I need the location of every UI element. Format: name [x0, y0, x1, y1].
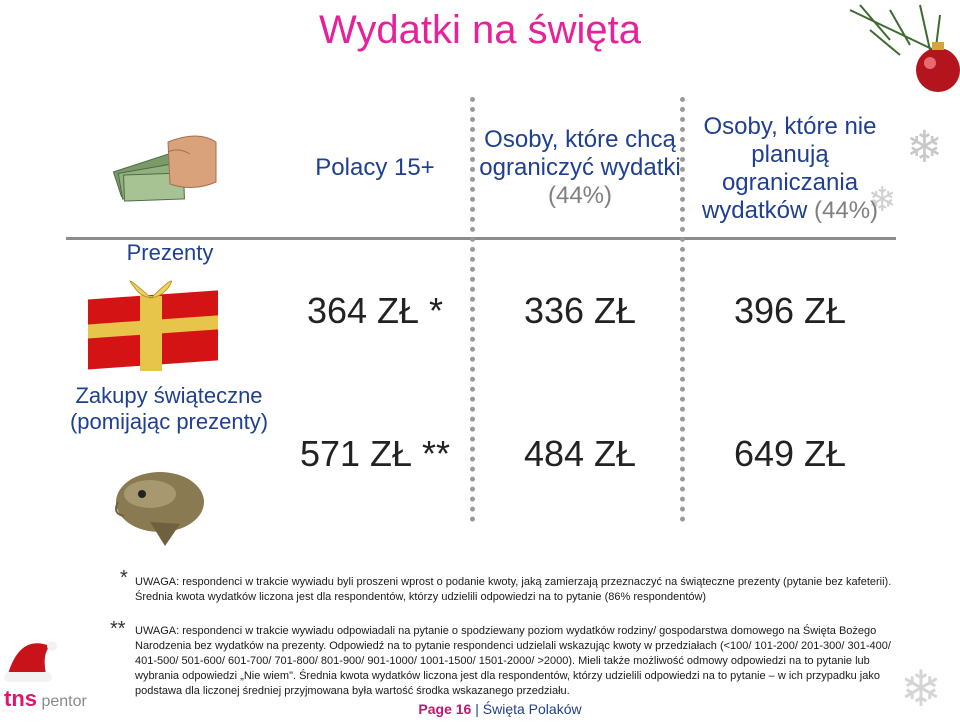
footer-separator: | — [475, 701, 479, 717]
page-title: Wydatki na święta — [319, 8, 641, 52]
footer-page-label: Page — [418, 701, 452, 717]
row-label-gifts: Prezenty — [126, 240, 214, 265]
snowflake-icon: ❄ — [900, 661, 942, 717]
logo-brand: tns — [4, 686, 37, 711]
value-gifts-limit: 336 ZŁ — [523, 290, 637, 331]
santa-hat-icon — [4, 641, 57, 682]
note-marker-1: * — [120, 567, 128, 589]
column-header-no-limit: Osoby, które nie planują ograniczania wy… — [690, 113, 890, 225]
footer-page-number: 16 — [455, 701, 472, 717]
column-header-limit: Osoby, które chcą ograniczyć wydatki (44… — [470, 126, 690, 210]
footer-section: Święta Polaków — [482, 701, 582, 717]
note-marker-2: ** — [110, 618, 126, 640]
note-2: UWAGA: respondenci w trakcie wywiadu odp… — [135, 625, 891, 697]
money-hand-icon — [112, 135, 217, 202]
column-divider-2 — [680, 97, 685, 522]
column-header-all: Polacy 15+ — [315, 154, 435, 181]
carp-fish-icon — [115, 472, 204, 546]
value-gifts-all: 364 ZŁ * — [306, 290, 444, 331]
logo: tns pentor — [4, 686, 87, 712]
footer: Page 16 | Święta Polaków — [0, 701, 960, 717]
column-header-no-limit-text: Osoby, które nie planują ograniczania wy… — [701, 113, 877, 224]
column-header-limit-pct: (44%) — [547, 182, 613, 209]
column-divider-1 — [470, 97, 475, 522]
value-shopping-all: 571 ZŁ ** — [299, 433, 451, 474]
column-header-no-limit-pct: (44%) — [814, 197, 879, 224]
gift-box-icon — [88, 280, 218, 371]
snowflake-icon: ❄ — [906, 123, 943, 172]
christmas-branch-icon — [849, 4, 960, 92]
value-shopping-limit: 484 ZŁ — [523, 433, 637, 474]
snowflake-icon: ❄ — [868, 181, 897, 219]
logo-sub: pentor — [41, 693, 87, 710]
value-gifts-no-limit: 396 ZŁ — [733, 290, 847, 331]
note-1: UWAGA: respondenci w trakcie wywiadu byl… — [135, 576, 892, 603]
row-label-christmas-shopping: Zakupy świąteczne (pomijając prezenty) — [69, 383, 269, 434]
value-shopping-no-limit: 649 ZŁ — [733, 433, 847, 474]
header-divider — [66, 237, 896, 240]
column-header-limit-text: Osoby, które chcą ograniczyć wydatki — [479, 126, 681, 181]
